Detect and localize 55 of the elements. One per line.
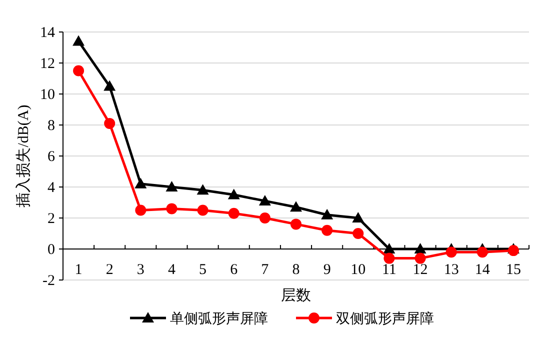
y-tick-label: -2 xyxy=(42,273,55,289)
y-tick-label: 12 xyxy=(40,56,55,72)
point xyxy=(321,208,334,220)
y-tick-label: 6 xyxy=(48,149,56,165)
point xyxy=(352,228,364,239)
y-tick-label: 8 xyxy=(48,118,55,134)
legend-label: 双侧弧形声屏障 xyxy=(336,311,434,327)
legend-label: 单侧弧形声屏障 xyxy=(170,311,268,327)
point xyxy=(104,118,116,129)
point xyxy=(352,212,364,222)
point xyxy=(384,252,395,264)
point xyxy=(196,184,209,195)
x-tick-label: 10 xyxy=(350,262,366,278)
y-tick-label: 2 xyxy=(48,211,55,227)
point xyxy=(166,181,178,192)
point xyxy=(72,35,85,46)
x-tick-label: 4 xyxy=(168,262,176,278)
point xyxy=(104,80,116,91)
x-tick-label: 12 xyxy=(412,262,428,278)
point xyxy=(228,208,240,219)
x-axis-title: 层数 xyxy=(281,288,311,304)
y-tick-label: 10 xyxy=(40,87,55,103)
x-tick-label: 9 xyxy=(323,262,331,278)
y-tick-label: 14 xyxy=(40,25,56,41)
y-tick-label: 4 xyxy=(48,180,56,196)
point xyxy=(290,201,302,212)
point xyxy=(134,178,147,188)
x-tick-label: 13 xyxy=(444,262,459,278)
x-tick-label: 8 xyxy=(292,262,300,278)
point xyxy=(197,204,208,216)
x-tick-label: 15 xyxy=(506,262,521,278)
point xyxy=(476,246,488,258)
point xyxy=(290,218,302,230)
point xyxy=(259,212,270,224)
x-tick-label: 5 xyxy=(199,262,207,278)
point xyxy=(73,65,84,76)
x-tick-label: 3 xyxy=(136,262,144,278)
x-tick-label: 6 xyxy=(230,262,238,278)
x-tick-label: 11 xyxy=(382,262,396,278)
point xyxy=(383,243,396,254)
point xyxy=(166,203,178,214)
point xyxy=(446,246,457,258)
point xyxy=(414,252,426,264)
x-tick-label: 7 xyxy=(261,262,270,278)
point xyxy=(135,204,146,216)
x-tick-label: 2 xyxy=(106,262,114,278)
point xyxy=(508,245,519,256)
point xyxy=(322,224,333,236)
point xyxy=(414,243,426,254)
y-axis-title: 插入损失/dB(A) xyxy=(15,104,32,208)
x-tick-label: 1 xyxy=(74,262,82,278)
x-tick-label: 14 xyxy=(474,262,490,278)
point xyxy=(228,188,240,200)
y-tick-label: 0 xyxy=(48,242,55,258)
point xyxy=(258,194,271,206)
